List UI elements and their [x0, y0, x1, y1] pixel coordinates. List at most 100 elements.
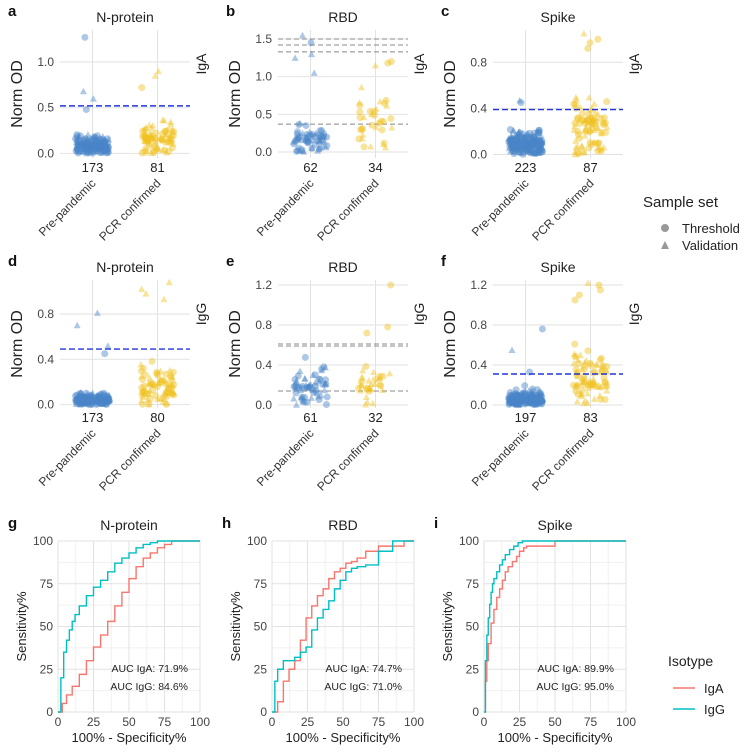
data-point — [510, 150, 518, 158]
y-tick-label: 0.0 — [255, 145, 272, 159]
data-point — [142, 123, 150, 131]
data-point — [517, 138, 525, 146]
data-point — [165, 385, 173, 393]
x-category-label: PCR confirmed — [314, 176, 381, 243]
data-point — [102, 398, 110, 406]
data-point — [382, 96, 390, 104]
data-point — [530, 129, 538, 137]
data-point — [141, 137, 149, 145]
data-point — [74, 141, 82, 148]
data-point — [160, 395, 168, 402]
data-point — [78, 392, 86, 400]
data-point — [527, 149, 535, 156]
data-point — [509, 144, 517, 152]
data-point — [510, 148, 518, 156]
auc-igg-annotation: AUC IgG: 84.6% — [110, 681, 188, 693]
data-point — [570, 100, 578, 108]
data-point — [591, 381, 599, 388]
data-point — [309, 371, 317, 378]
data-point — [507, 399, 515, 407]
series-pcr-confirmed — [137, 278, 178, 409]
data-point — [508, 135, 516, 143]
data-point — [535, 142, 543, 150]
data-point — [89, 141, 97, 149]
data-point — [506, 137, 514, 145]
data-point — [170, 381, 178, 389]
data-point — [575, 291, 583, 299]
data-point — [302, 134, 310, 142]
data-point — [522, 134, 530, 142]
data-point — [103, 143, 111, 151]
data-point — [574, 390, 582, 398]
data-point — [99, 398, 107, 406]
data-point — [103, 393, 111, 401]
data-point — [379, 372, 387, 380]
data-point — [367, 385, 375, 393]
data-point — [526, 147, 534, 154]
data-point — [535, 398, 543, 406]
data-point — [538, 392, 546, 400]
data-point — [83, 139, 91, 146]
data-point — [529, 399, 537, 406]
data-point — [166, 366, 174, 374]
data-point — [513, 145, 521, 153]
data-point — [511, 397, 519, 404]
data-point — [521, 394, 529, 402]
data-point — [320, 130, 328, 138]
data-point — [580, 381, 588, 389]
data-point — [96, 400, 104, 407]
data-point — [514, 392, 522, 400]
data-point — [507, 136, 515, 144]
data-point — [538, 144, 546, 151]
data-point — [304, 139, 312, 147]
data-point — [535, 399, 543, 407]
data-point — [584, 379, 592, 386]
data-point — [91, 144, 99, 152]
data-point — [529, 390, 537, 397]
x-category-label: PCR confirmed — [529, 176, 596, 243]
data-point — [75, 148, 83, 156]
data-point — [79, 397, 87, 405]
data-point — [582, 356, 590, 364]
data-point — [146, 387, 154, 394]
series-pcr-confirmed — [138, 67, 178, 157]
y-tick-label: 0.8 — [37, 307, 54, 321]
data-point — [532, 135, 540, 143]
data-point — [537, 146, 545, 154]
data-point — [85, 396, 93, 404]
data-point — [104, 342, 112, 349]
data-point — [527, 140, 535, 148]
data-point — [380, 139, 388, 147]
data-point — [531, 394, 539, 402]
data-point — [576, 351, 584, 359]
data-point — [73, 145, 81, 153]
isotype-side-label: IgG — [626, 303, 642, 326]
data-point — [538, 142, 546, 150]
data-point — [517, 394, 525, 402]
data-point — [513, 137, 521, 145]
data-point — [514, 401, 522, 408]
isotype-legend: Isotype IgA IgG — [668, 653, 725, 717]
data-point — [304, 137, 312, 145]
data-point — [358, 373, 366, 381]
data-point — [525, 397, 533, 405]
data-point — [164, 136, 172, 143]
data-point — [301, 353, 309, 361]
data-point — [295, 134, 303, 142]
data-point — [588, 124, 596, 132]
data-point — [81, 397, 89, 404]
y-tick-label: 25 — [40, 662, 54, 676]
data-point — [578, 392, 586, 400]
data-point — [96, 395, 104, 403]
data-point — [535, 129, 543, 137]
data-point — [600, 119, 608, 127]
data-point — [94, 143, 102, 151]
data-point — [587, 141, 595, 149]
data-point — [508, 137, 516, 144]
data-point — [356, 386, 364, 394]
data-point — [526, 396, 534, 404]
data-point — [102, 142, 110, 149]
data-point — [159, 146, 167, 154]
y-axis-label: Sensitivity% — [440, 591, 455, 662]
